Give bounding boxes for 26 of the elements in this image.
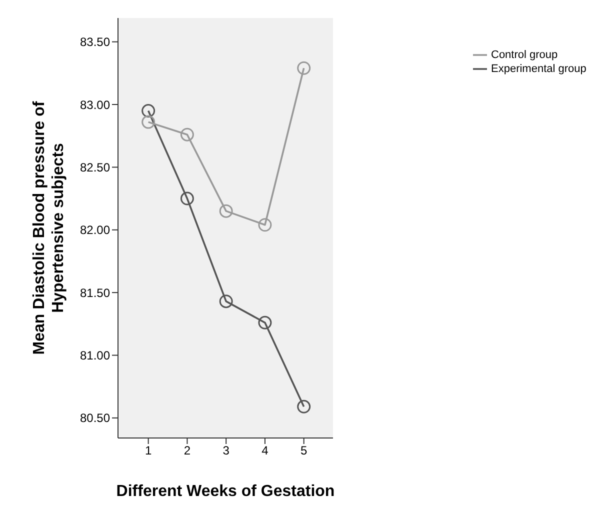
y-tick-label: 80.50: [80, 411, 110, 426]
x-axis-title: Different Weeks of Gestation: [116, 483, 335, 500]
y-tick-label: 81.00: [80, 348, 110, 363]
point: [297, 400, 311, 414]
point: [180, 192, 194, 206]
x-tick-label: 4: [262, 444, 269, 458]
legend-label: Control group: [491, 48, 558, 61]
point: [180, 128, 194, 142]
x-tick-label: 2: [184, 444, 191, 458]
point: [219, 204, 233, 218]
y-axis-title: Mean Diastolic Blood pressure of Hypertensive subjects: [31, 100, 67, 355]
point: [258, 218, 272, 232]
y-tick-label: 83.50: [80, 35, 110, 50]
x-tick-label: 5: [300, 444, 308, 458]
point: [258, 316, 272, 330]
x-tick-label: 1: [144, 444, 152, 458]
y-tick-label: 82.50: [80, 160, 110, 174]
y-tick-label: 81.50: [80, 286, 110, 300]
point: [142, 115, 156, 129]
point: [142, 104, 156, 118]
y-tick-label: 83.00: [80, 98, 110, 112]
legend-label: Experimental group: [491, 62, 586, 75]
point: [219, 294, 233, 308]
x-tick-label: 3: [222, 444, 230, 458]
point: [297, 61, 311, 75]
y-tick-label: 82.00: [80, 223, 110, 238]
